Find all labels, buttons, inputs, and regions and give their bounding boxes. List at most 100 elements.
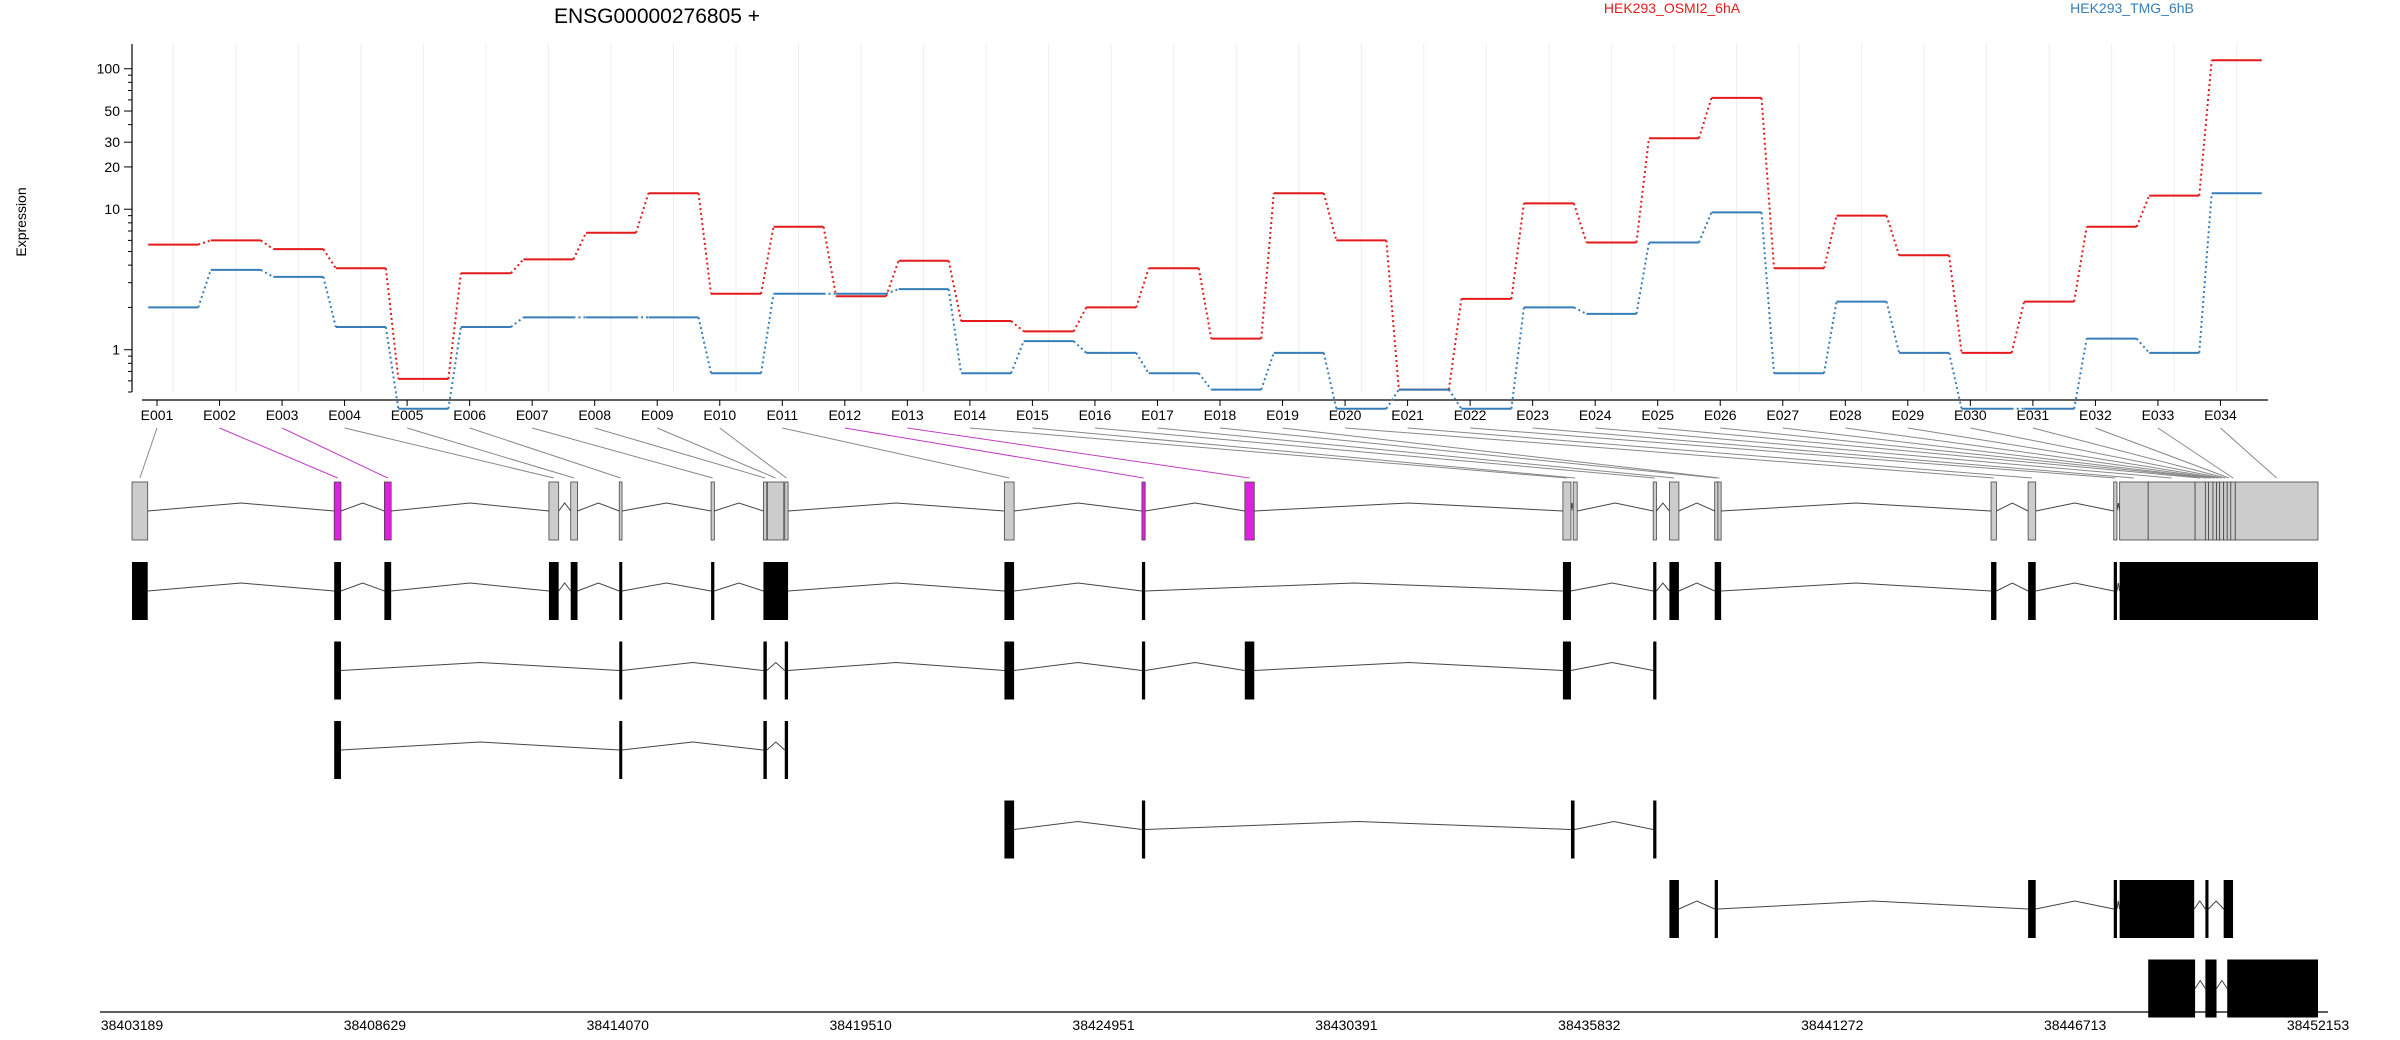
exon-bin	[1668, 481, 1680, 541]
step-connector	[1260, 352, 1275, 390]
intron-line	[1145, 661, 1245, 671]
bin-connector	[2032, 427, 2226, 479]
step-connector	[1385, 240, 1400, 390]
step-connector	[697, 317, 712, 374]
step-connector	[1197, 268, 1213, 339]
exon-bin	[2223, 481, 2228, 541]
intron-line	[1577, 502, 1654, 512]
bin-connector	[2220, 427, 2277, 479]
bin-connector	[1282, 427, 1720, 479]
step-connector	[822, 226, 838, 297]
exon-bin-model	[131, 481, 2319, 541]
bin-connector	[1657, 427, 2201, 479]
step-connector	[384, 326, 400, 409]
step-connector	[1448, 389, 1463, 410]
intron-line	[1254, 661, 1563, 671]
y-tick-label: 1	[112, 342, 120, 358]
transcript-exon	[2113, 562, 2117, 620]
bin-connector	[969, 427, 1567, 479]
exon-bin	[1244, 481, 1255, 541]
x-tick-label: E027	[1766, 407, 1799, 423]
x-tick-label: E033	[2142, 407, 2175, 423]
intron-line	[147, 502, 335, 512]
bin-connector	[1907, 427, 2219, 479]
bin-connector	[657, 427, 776, 479]
transcript-exon	[763, 641, 767, 700]
step-connector	[510, 258, 525, 274]
step-connector	[1135, 267, 1150, 308]
expression-series	[148, 59, 2262, 410]
intron-line	[788, 661, 1005, 671]
transcript-exon	[1653, 800, 1657, 859]
genomic-tick-label: 38452153	[2287, 1017, 2350, 1033]
exon-bin	[383, 481, 392, 541]
x-tick-label: E019	[1266, 407, 1299, 423]
x-tick-label: E018	[1204, 407, 1237, 423]
intron-line	[391, 502, 549, 512]
step-connector	[1072, 306, 1088, 332]
chart-title: ENSG00000276805 +	[554, 5, 760, 28]
transcript-exon	[1141, 800, 1146, 859]
genomic-axis: 38403189 38408629 38414070 38419510 38424951…	[100, 1011, 2350, 1033]
bin-connector	[344, 427, 554, 479]
y-tick-label: 50	[104, 103, 120, 119]
x-tick-label: E017	[1141, 407, 1174, 423]
exon-bin	[1717, 481, 1722, 541]
x-tick-label: E006	[453, 407, 486, 423]
transcript-exon	[1714, 880, 1718, 938]
y-tick-label: 30	[104, 134, 120, 150]
transcript-exon	[784, 641, 789, 700]
intron-line	[788, 582, 1005, 592]
transcript-exon	[1653, 562, 1657, 620]
intron-line	[2216, 979, 2228, 989]
bin-connector	[594, 427, 766, 479]
exon-bin	[1141, 481, 1146, 541]
exon-bin	[570, 481, 578, 541]
exon-bin	[2212, 481, 2217, 541]
intron-line	[340, 741, 620, 751]
transcript-exon	[2119, 562, 2318, 620]
transcript-exon	[334, 562, 341, 620]
step-connector	[2010, 301, 2026, 354]
intron-line	[558, 502, 572, 512]
step-connector	[885, 260, 900, 297]
transcript-exon	[132, 562, 148, 620]
bin-connector	[532, 427, 713, 479]
intron-line	[1254, 502, 1563, 512]
genomic-tick-label: 38441272	[1801, 1017, 1864, 1033]
step-connector	[1885, 301, 1901, 354]
transcript-exon	[1004, 641, 1015, 700]
step-connector	[1385, 389, 1400, 410]
step-connector	[2198, 193, 2213, 353]
intron-line	[1570, 582, 1654, 592]
x-tick-label: E021	[1391, 407, 1424, 423]
step-connector	[197, 239, 212, 246]
step-connector	[1260, 193, 1275, 339]
transcript-exon	[1714, 562, 1722, 620]
intron-line	[1145, 820, 1571, 830]
intron-line	[2035, 900, 2114, 910]
y-axis-label: Expression	[13, 187, 29, 256]
transcript-exon	[711, 562, 715, 620]
bin-connector	[1532, 427, 2134, 479]
intron-line	[2116, 900, 2121, 910]
transcript-exon	[2028, 880, 2036, 938]
intron-line	[2035, 502, 2114, 512]
step-connector	[1635, 138, 1650, 243]
intron-line	[2193, 900, 2206, 910]
x-tick-label: E014	[954, 407, 987, 423]
genomic-tick-label: 38403189	[101, 1017, 164, 1033]
x-tick-label: E022	[1454, 407, 1487, 423]
step-connector	[260, 269, 274, 278]
x-tick-label: E015	[1016, 407, 1049, 423]
bin-connector	[2157, 427, 2234, 479]
intron-line	[1996, 582, 2029, 592]
y-tick-label: 10	[104, 201, 120, 217]
transcript-exon	[619, 641, 623, 700]
exon-bin	[2216, 481, 2221, 541]
intron-line	[1996, 502, 2029, 512]
bin-connector	[1407, 427, 2032, 479]
exon-bin	[784, 481, 789, 541]
bin-connector	[139, 427, 158, 479]
exon-bin	[1562, 481, 1572, 541]
